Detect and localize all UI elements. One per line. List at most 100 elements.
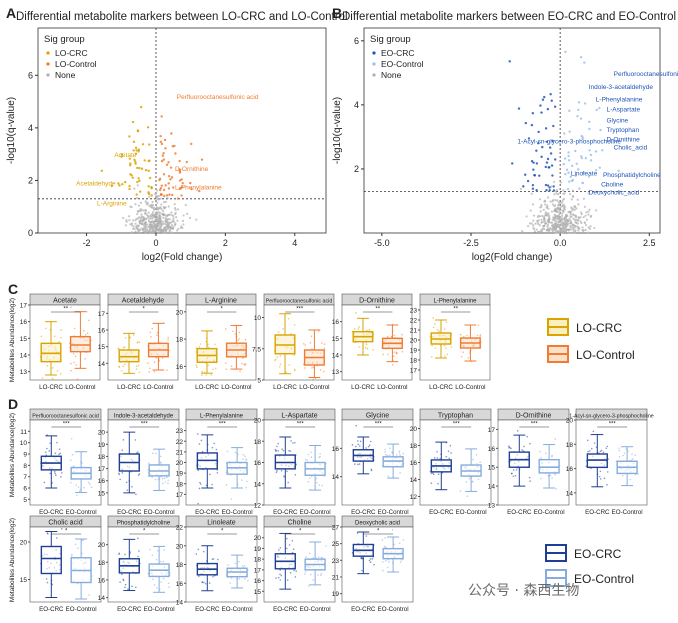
point-none: [167, 218, 170, 221]
point-none: [558, 209, 561, 213]
jitter-point: [46, 532, 49, 534]
jitter-point: [40, 335, 43, 338]
point-none: [551, 224, 554, 227]
panel-letter: C: [8, 281, 18, 297]
jitter-point: [135, 493, 137, 496]
point-group-2: [580, 156, 584, 160]
point-none: [552, 180, 556, 184]
jitter-point: [358, 346, 360, 348]
facet-title: Cholic acid: [48, 520, 82, 527]
point-none: [540, 221, 543, 224]
jitter-point: [226, 450, 229, 453]
point-group-2: [161, 154, 165, 157]
jitter-point: [319, 574, 322, 577]
point-group-1: [535, 188, 538, 192]
jitter-point: [625, 448, 628, 450]
x-tick-label: EO-CRC: [351, 606, 376, 613]
y-tick-label: 20: [566, 418, 574, 425]
point-group-1: [148, 143, 151, 146]
jitter-point: [554, 473, 557, 476]
jitter-point: [549, 474, 552, 477]
box: [40, 342, 62, 363]
point-none: [556, 188, 559, 191]
jitter-point: [122, 346, 125, 349]
point-none: [136, 184, 139, 187]
point-group-1: [547, 166, 550, 169]
point-group-1: [136, 180, 139, 184]
jitter-point: [155, 334, 158, 336]
point-none: [182, 214, 185, 217]
y-axis-label: Metabolites Abundance(log2): [9, 298, 16, 382]
point-none: [587, 192, 590, 195]
jitter-point: [167, 339, 169, 341]
point-group-1: [143, 159, 146, 162]
jitter-point: [243, 363, 245, 365]
point-none: [156, 201, 159, 204]
jitter-point: [359, 440, 362, 443]
jitter-point: [387, 353, 389, 356]
jitter-point: [204, 582, 207, 585]
jitter-point: [289, 572, 292, 574]
point-group-2: [159, 186, 163, 190]
jitter-point: [280, 469, 283, 472]
y-tick-label: 21: [410, 328, 418, 335]
jitter-point: [433, 457, 436, 459]
point-none: [158, 226, 161, 229]
x-tick-label: LO-CRC: [351, 384, 375, 391]
point-none: [561, 212, 564, 215]
point-none: [583, 205, 586, 208]
x-tick-label: LO-Control: [455, 384, 485, 391]
point-none: [549, 200, 552, 203]
x-tick-label: 2.5: [643, 238, 656, 248]
y-tick-label: 2: [354, 164, 359, 174]
jitter-point: [401, 350, 404, 353]
point-none: [562, 197, 566, 201]
jitter-point: [477, 478, 480, 481]
legend-item: LO-CRC: [55, 48, 88, 58]
jitter-point: [361, 569, 363, 572]
jitter-point: [131, 585, 133, 588]
y-tick-label: 22: [410, 318, 418, 325]
point-none: [165, 229, 168, 232]
point-none: [141, 216, 144, 219]
point-none: [150, 230, 153, 234]
jitter-point: [155, 558, 158, 561]
point-none: [540, 229, 543, 233]
point-group-2: [562, 162, 565, 166]
point-group-2: [181, 181, 184, 185]
jitter-point: [437, 482, 439, 485]
point-none: [137, 217, 140, 220]
jitter-point: [151, 554, 154, 556]
x-tick-label: EO-Control: [66, 509, 97, 516]
box: [69, 335, 91, 353]
jitter-point: [201, 450, 204, 453]
x-tick-label: EO-CRC: [273, 509, 298, 516]
y-tick-label: 6: [23, 486, 27, 493]
jitter-point: [279, 573, 281, 576]
point-group-2: [566, 187, 570, 191]
y-tick-label: 15: [98, 490, 106, 497]
point-none: [543, 218, 546, 221]
jitter-point: [215, 448, 218, 451]
point-none: [156, 228, 159, 231]
jitter-point: [618, 449, 621, 452]
point-group-1: [537, 142, 540, 145]
point-group-1: [548, 189, 551, 192]
point-group-1: [136, 166, 139, 170]
point-none: [130, 231, 133, 234]
jitter-point: [436, 329, 439, 331]
point-none: [155, 194, 158, 197]
jitter-point: [232, 330, 234, 333]
point-group-2: [594, 169, 598, 172]
jitter-point: [381, 561, 384, 563]
jitter-point: [198, 575, 200, 578]
point-group-2: [568, 180, 571, 183]
jitter-point: [400, 559, 403, 561]
point-label: L-Aspartate: [607, 106, 641, 113]
jitter-point: [151, 578, 154, 581]
point-label: L-Phenylalanine: [175, 185, 222, 192]
y-tick-label: 23: [410, 308, 418, 315]
point-none: [546, 229, 550, 232]
jitter-point: [365, 342, 367, 344]
